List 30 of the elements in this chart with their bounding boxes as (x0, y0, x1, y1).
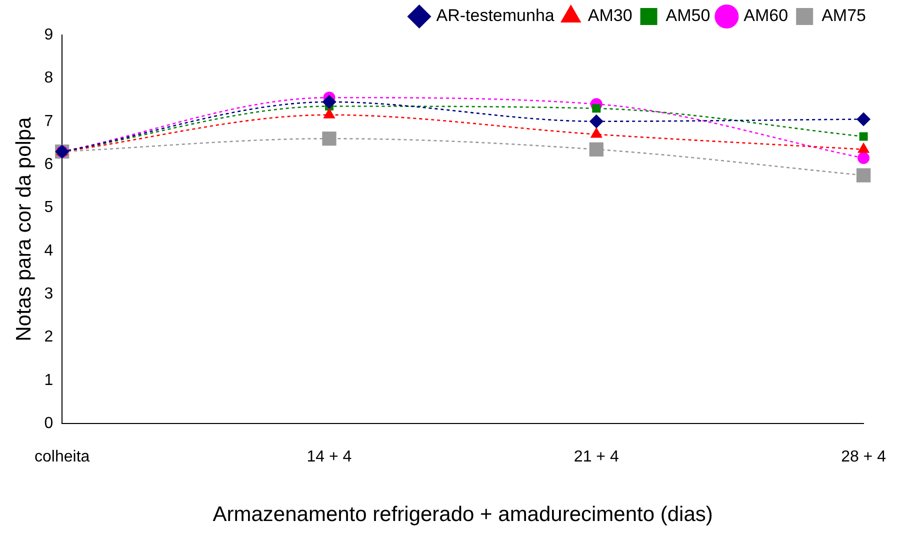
point (858, 152, 870, 164)
point (322, 94, 336, 109)
legend-label: AM30 (588, 6, 632, 26)
point (856, 168, 871, 182)
legend-label: AM60 (744, 6, 788, 26)
point (592, 104, 601, 113)
y-tick-label: 0 (44, 415, 54, 432)
y-tick-label: 8 (44, 70, 54, 87)
point (859, 132, 868, 141)
legend-label: AM50 (666, 6, 710, 26)
point (589, 114, 604, 128)
point (856, 112, 871, 126)
y-tick-label: 7 (44, 112, 54, 130)
y-tick-label: 1 (44, 372, 54, 389)
point (322, 132, 336, 146)
y-tick-label: 4 (44, 242, 54, 260)
x-tick-label: colheita (34, 448, 90, 466)
y-tick-label: 9 (44, 26, 54, 44)
x-tick-label: 14 + 4 (306, 448, 352, 466)
x-axis-title: Armazenamento refrigerado + amadurecimento (dias) (212, 503, 713, 526)
legend-label: AR-testemunha (436, 6, 555, 26)
x-tick-label: 28 + 4 (841, 448, 886, 466)
y-tick-label: 2 (44, 328, 54, 346)
x-tick-label: 21 + 4 (574, 448, 619, 466)
legend-label: AM75 (822, 6, 866, 26)
y-tick-label: 6 (44, 156, 54, 173)
y-tick-label: 5 (44, 199, 54, 216)
y-tick-label: 3 (44, 285, 54, 302)
y-axis-title: Notas para cor da polpa (12, 116, 36, 342)
point (589, 142, 604, 156)
